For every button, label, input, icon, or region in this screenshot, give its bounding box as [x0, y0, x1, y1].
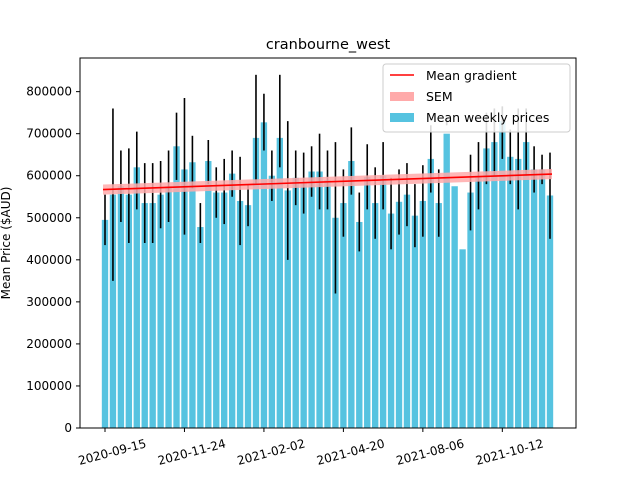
x-tick-label: 2020-11-24 — [156, 436, 227, 468]
bar — [459, 249, 466, 428]
bar — [133, 167, 140, 428]
y-tick-label: 500000 — [26, 211, 72, 225]
bar — [483, 148, 490, 429]
bar — [117, 186, 125, 428]
legend-bars-label: Mean weekly prices — [426, 110, 549, 125]
bar — [221, 192, 228, 428]
y-tick-label: 0 — [64, 421, 72, 435]
y-tick-label: 800000 — [26, 85, 72, 99]
bar — [364, 176, 371, 428]
bar — [507, 156, 514, 428]
bar — [467, 192, 474, 428]
x-tick-label: 2021-02-02 — [236, 436, 307, 468]
bar — [244, 205, 252, 428]
gradient-line — [102, 173, 553, 191]
y-tick-label: 100000 — [26, 379, 72, 393]
bar — [372, 203, 379, 428]
x-tick-label: 2021-08-06 — [395, 436, 466, 468]
bar — [419, 200, 427, 428]
chart-title: cranbourne_west — [266, 37, 391, 53]
bar — [491, 142, 498, 428]
bar — [197, 227, 204, 428]
bar — [125, 194, 133, 428]
y-tick-label: 700000 — [26, 127, 72, 141]
bar — [340, 203, 347, 428]
bar — [101, 219, 109, 428]
bar — [332, 217, 339, 428]
legend: Mean gradient SEM Mean weekly prices — [382, 63, 571, 133]
bar — [515, 158, 522, 428]
bar — [411, 215, 419, 428]
bar — [260, 122, 268, 429]
bar — [499, 121, 506, 429]
bar — [213, 192, 220, 428]
bar — [308, 171, 315, 429]
bar — [546, 195, 554, 428]
bar — [387, 213, 395, 428]
x-axis: 2020-09-15 2020-11-24 2021-02-02 2021-04-20… — [77, 428, 545, 468]
bar — [316, 171, 323, 429]
bar — [276, 137, 283, 429]
trend-layer — [102, 169, 553, 195]
bar — [356, 221, 363, 428]
bar — [348, 161, 355, 429]
bar — [435, 203, 442, 428]
y-tick-label: 300000 — [26, 295, 72, 309]
bar — [427, 158, 434, 428]
bar — [522, 142, 530, 428]
bar — [292, 177, 299, 428]
bar — [379, 175, 387, 428]
bar — [165, 186, 172, 428]
legend-gradient-label: Mean gradient — [426, 68, 517, 83]
bar — [443, 133, 450, 428]
bar — [205, 161, 212, 429]
bar — [324, 179, 331, 428]
y-tick-label: 400000 — [26, 253, 72, 267]
x-tick-label: 2021-04-20 — [315, 436, 386, 468]
bar — [236, 200, 244, 428]
legend-box — [382, 63, 571, 133]
bar — [300, 182, 307, 428]
x-tick-label: 2020-09-15 — [77, 436, 148, 468]
bar — [228, 173, 236, 428]
bar — [284, 190, 291, 428]
y-tick-label: 200000 — [26, 337, 72, 351]
bar — [252, 137, 260, 429]
bar — [173, 146, 180, 428]
y-tick-label: 600000 — [26, 169, 72, 183]
bar — [403, 194, 411, 428]
legend-bars-swatch — [390, 113, 414, 122]
plot-frame — [79, 57, 577, 429]
bar — [109, 194, 117, 428]
x-tick-label: 2021-10-12 — [474, 436, 545, 468]
bar — [451, 186, 458, 428]
legend-sem-label: SEM — [426, 89, 453, 104]
bar — [141, 203, 148, 428]
bar — [149, 203, 156, 428]
bar — [538, 169, 546, 428]
bar — [268, 175, 276, 428]
bar — [157, 194, 164, 428]
legend-sem-swatch — [390, 92, 414, 101]
bar — [530, 169, 538, 428]
bar — [475, 175, 482, 428]
bar — [395, 201, 403, 428]
y-axis: 0 100000 200000 300000 400000 500000 600000 700… — [26, 85, 80, 435]
bar — [181, 169, 188, 428]
bar — [189, 162, 196, 429]
bars-layer — [101, 121, 554, 429]
y-axis-label: Mean Price ($AUD) — [0, 187, 13, 300]
